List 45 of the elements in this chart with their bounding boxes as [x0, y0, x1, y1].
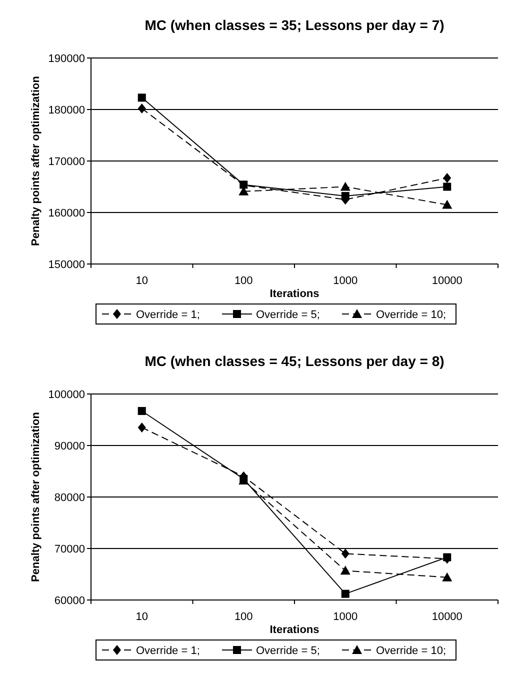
legend-label: Override = 1;: [136, 645, 200, 657]
x-axis-title: Iterations: [270, 624, 320, 636]
chart-title: MC (when classes = 35; Lessons per day = 7): [144, 17, 444, 33]
point: [341, 590, 350, 598]
y-tick-label: 160000: [48, 208, 85, 220]
y-tick-label: 90000: [54, 440, 85, 452]
x-axis-title: Iterations: [270, 288, 320, 300]
y-tick-label: 60000: [54, 595, 85, 607]
y-tick-label: 170000: [48, 156, 85, 168]
point: [341, 192, 350, 200]
y-tick-label: 180000: [48, 104, 85, 116]
x-tick-label: 10000: [432, 275, 462, 287]
x-tick-label: 1000: [333, 275, 358, 287]
point: [240, 180, 248, 189]
x-tick-label: 100: [234, 611, 253, 623]
point: [138, 94, 146, 102]
x-tick-label: 1000: [333, 611, 358, 623]
y-tick-label: 190000: [48, 53, 85, 65]
y-axis-title: Penalty points after optimization: [30, 76, 42, 246]
x-tick-label: 10: [136, 611, 148, 623]
point: [340, 182, 350, 191]
legend-label: Override = 10;: [376, 645, 446, 657]
point: [138, 422, 146, 432]
legend-label: Override = 1;: [136, 309, 200, 321]
y-tick-label: 70000: [54, 544, 85, 556]
point: [442, 572, 452, 582]
point: [138, 103, 146, 114]
y-tick-label: 100000: [48, 389, 85, 401]
x-tick-label: 100: [234, 275, 253, 287]
point: [138, 406, 146, 415]
y-axis-title: Penalty points after optimization: [30, 412, 42, 582]
point: [443, 172, 452, 183]
point: [340, 566, 350, 575]
point: [443, 553, 452, 562]
chart-title: MC (when classes = 45; Lessons per day = 8): [144, 353, 444, 369]
legend-label: Override = 5;: [256, 645, 320, 657]
point: [443, 182, 452, 191]
legend-label: Override = 5;: [256, 309, 320, 321]
point: [341, 548, 350, 559]
x-tick-label: 10: [136, 275, 148, 287]
x-tick-label: 10000: [432, 611, 462, 623]
y-tick-label: 150000: [48, 259, 85, 271]
legend-label: Override = 10;: [376, 309, 446, 321]
point: [442, 200, 452, 209]
y-tick-label: 80000: [54, 492, 85, 504]
